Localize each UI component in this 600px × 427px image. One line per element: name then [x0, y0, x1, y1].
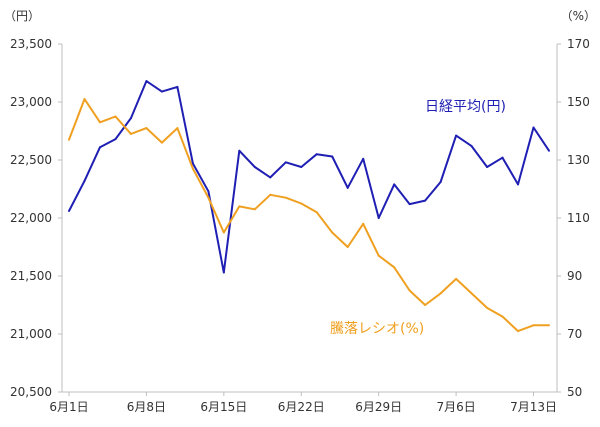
- data-point-advance-decline-ratio: [548, 324, 550, 327]
- data-point-nikkei: [114, 138, 117, 141]
- right-axis-tick-label: 70: [567, 327, 582, 341]
- data-point-nikkei: [517, 183, 520, 186]
- data-point-advance-decline-ratio: [98, 121, 101, 124]
- left-axis-tick-label: 20,500: [10, 385, 52, 399]
- left-axis-tick-label: 23,500: [10, 37, 52, 51]
- series-line-advance-decline-ratio: [68, 98, 549, 333]
- data-point-advance-decline-ratio: [393, 266, 396, 269]
- data-point-nikkei: [269, 176, 272, 179]
- data-point-nikkei: [439, 181, 442, 184]
- data-point-nikkei: [145, 80, 148, 83]
- left-axis-tick-label: 21,500: [10, 269, 52, 283]
- data-point-nikkei: [424, 199, 427, 202]
- series-label-advance-decline-ratio: 騰落レシオ(%): [330, 320, 424, 337]
- left-axis-tick-label: 22,500: [10, 153, 52, 167]
- data-point-advance-decline-ratio: [377, 254, 380, 257]
- data-point-advance-decline-ratio: [439, 292, 442, 295]
- x-axis-tick-label: 6月15日: [200, 400, 247, 414]
- data-point-nikkei: [455, 134, 458, 137]
- data-point-advance-decline-ratio: [83, 98, 86, 101]
- right-axis-unit: （%）: [561, 9, 596, 23]
- data-point-advance-decline-ratio: [238, 205, 241, 208]
- x-axis-tick-label: 7月13日: [510, 400, 557, 414]
- data-point-advance-decline-ratio: [408, 289, 411, 292]
- series-label-nikkei: 日経平均(円): [425, 99, 506, 115]
- data-point-advance-decline-ratio: [68, 138, 70, 141]
- data-point-nikkei: [129, 117, 132, 120]
- data-point-advance-decline-ratio: [455, 277, 458, 280]
- data-point-nikkei: [238, 149, 241, 152]
- left-axis-tick-label: 23,000: [10, 95, 52, 109]
- right-axis-tick-label: 170: [567, 37, 590, 51]
- right-axis-ticks: 50 70 90 110 130 150 170: [557, 37, 590, 399]
- data-point-nikkei: [408, 203, 411, 206]
- data-point-advance-decline-ratio: [284, 196, 287, 199]
- data-point-nikkei: [315, 153, 318, 156]
- data-point-advance-decline-ratio: [532, 324, 535, 327]
- data-point-nikkei: [222, 271, 225, 274]
- data-point-nikkei: [470, 145, 473, 148]
- right-axis-tick-label: 90: [567, 269, 582, 283]
- data-point-nikkei: [176, 85, 179, 88]
- data-point-advance-decline-ratio: [222, 231, 225, 234]
- data-point-nikkei: [253, 165, 256, 168]
- data-point-advance-decline-ratio: [501, 315, 504, 318]
- data-point-nikkei: [83, 179, 86, 182]
- left-axis-unit: （円）: [4, 9, 40, 23]
- data-point-nikkei: [346, 186, 349, 189]
- data-point-advance-decline-ratio: [269, 193, 272, 196]
- data-point-nikkei: [486, 165, 489, 168]
- data-point-nikkei: [300, 165, 303, 168]
- data-point-nikkei: [68, 210, 70, 213]
- x-axis-tick-label: 6月29日: [355, 400, 402, 414]
- right-axis-tick-label: 50: [567, 385, 582, 399]
- x-axis-tick-label: 6月8日: [127, 400, 166, 414]
- data-point-advance-decline-ratio: [191, 167, 194, 170]
- data-point-advance-decline-ratio: [424, 304, 427, 306]
- x-axis-ticks: 6月1日 6月8日 6月15日 6月22日 6月29日 7月6日 7月13日: [49, 392, 557, 414]
- data-point-nikkei: [532, 126, 535, 129]
- x-axis-tick-label: 7月6日: [436, 400, 475, 414]
- data-point-advance-decline-ratio: [207, 196, 210, 199]
- right-axis-tick-label: 150: [567, 95, 590, 109]
- data-point-nikkei: [362, 157, 365, 160]
- right-axis-tick-label: 110: [567, 211, 590, 225]
- left-axis-tick-label: 21,000: [10, 327, 52, 341]
- data-point-nikkei: [98, 146, 101, 149]
- data-point-nikkei: [284, 161, 287, 164]
- data-point-nikkei: [377, 217, 380, 219]
- data-point-nikkei: [160, 90, 163, 93]
- data-point-nikkei: [331, 155, 334, 158]
- data-point-advance-decline-ratio: [517, 330, 520, 333]
- series-line-nikkei: [68, 80, 550, 274]
- data-point-advance-decline-ratio: [486, 306, 489, 309]
- data-point-nikkei: [191, 162, 194, 165]
- x-axis-tick-label: 6月22日: [278, 400, 325, 414]
- data-point-nikkei: [393, 183, 396, 186]
- data-point-nikkei: [548, 149, 550, 152]
- data-point-advance-decline-ratio: [114, 115, 117, 118]
- data-point-advance-decline-ratio: [300, 202, 303, 205]
- left-axis-ticks: 20,500 21,000 21,500 22,000 22,500 23,000 23,5…: [10, 37, 62, 399]
- data-point-advance-decline-ratio: [346, 246, 349, 248]
- data-point-advance-decline-ratio: [160, 141, 163, 144]
- left-axis-tick-label: 22,000: [10, 211, 52, 225]
- series-lines: [68, 80, 550, 333]
- data-point-advance-decline-ratio: [362, 222, 365, 225]
- data-point-advance-decline-ratio: [470, 292, 473, 295]
- data-point-advance-decline-ratio: [176, 127, 179, 130]
- data-point-nikkei: [501, 156, 504, 159]
- right-axis-tick-label: 130: [567, 153, 590, 167]
- data-point-advance-decline-ratio: [331, 231, 334, 234]
- data-point-advance-decline-ratio: [129, 132, 132, 135]
- data-point-advance-decline-ratio: [145, 127, 148, 130]
- data-point-nikkei: [207, 190, 210, 193]
- x-axis-tick-label: 6月1日: [49, 400, 88, 414]
- data-point-advance-decline-ratio: [315, 211, 318, 214]
- data-point-advance-decline-ratio: [253, 208, 256, 211]
